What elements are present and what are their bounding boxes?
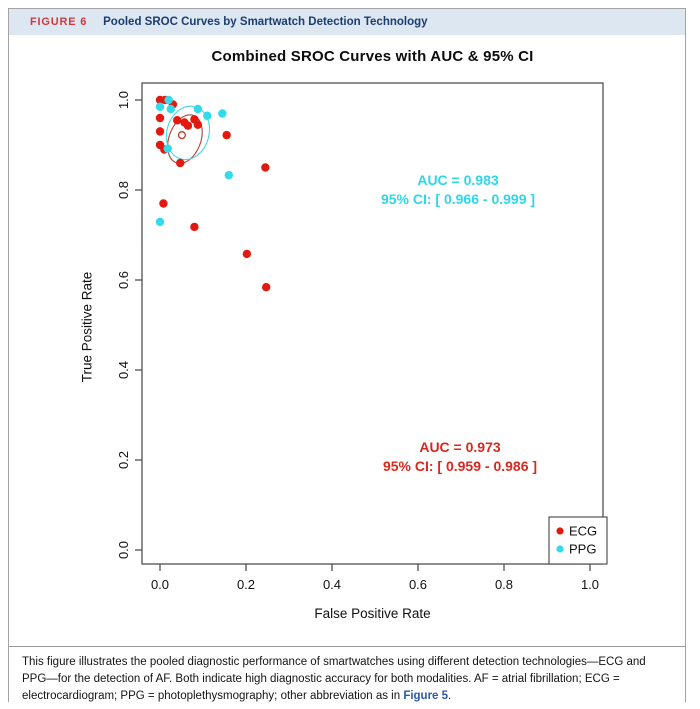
data-point-ecg: [261, 163, 270, 172]
y-tick-label: 0.6: [116, 271, 131, 289]
data-point-ecg: [155, 113, 165, 123]
data-point-ppg: [163, 144, 172, 153]
data-point-ecg: [190, 222, 199, 232]
caption-text: This figure illustrates the pooled diagn…: [22, 656, 646, 702]
x-tick-label: 0.6: [409, 577, 427, 592]
x-tick-label: 0.8: [495, 577, 513, 592]
auc-value-ecg: AUC = 0.973: [419, 439, 501, 455]
summary-point: [177, 131, 186, 140]
data-point-ecg: [183, 121, 193, 130]
y-tick-label: 0.2: [116, 451, 131, 469]
data-point-ppg: [155, 102, 165, 111]
auc-value-ppg: AUC = 0.983: [417, 172, 499, 188]
data-point-ppg: [155, 217, 165, 227]
data-point-ppg: [193, 104, 203, 114]
data-point-ppg: [218, 109, 227, 118]
plot-border: [141, 82, 604, 565]
x-tick-label: 0.2: [237, 577, 255, 592]
figure-number-label: FIGURE 6: [30, 16, 88, 28]
x-tick-label: 1.0: [581, 577, 599, 592]
auc-annotation-ppg: AUC = 0.983 95% CI: [ 0.966 - 0.999 ]: [381, 171, 535, 209]
data-point-ecg: [262, 283, 271, 292]
y-axis-label: True Positive Rate: [79, 271, 95, 383]
y-tick-label: 0.4: [116, 361, 131, 379]
auc-annotation-ecg: AUC = 0.973 95% CI: [ 0.959 - 0.986 ]: [383, 438, 537, 476]
data-point-ecg: [173, 116, 182, 125]
data-point-ppg: [164, 95, 173, 105]
data-point-ecg: [176, 158, 185, 168]
caption-figure-link[interactable]: Figure 5: [403, 690, 449, 702]
data-point-ppg: [203, 111, 212, 120]
legend-label-ppg: PPG: [569, 542, 596, 557]
caption-period: .: [448, 690, 452, 702]
plot-title: Combined SROC Curves with AUC & 95% CI: [211, 48, 534, 65]
data-point-ppg: [224, 170, 233, 180]
y-tick-label: 1.0: [116, 91, 131, 109]
figure-header-title: Pooled SROC Curves by Smartwatch Detecti…: [103, 16, 428, 28]
legend-marker-ecg: [556, 527, 564, 535]
x-axis-label: False Positive Rate: [314, 606, 431, 621]
data-point-ecg: [222, 130, 231, 140]
ci-value-ecg: 95% CI: [ 0.959 - 0.986 ]: [382, 458, 538, 474]
data-point-ecg: [242, 249, 252, 259]
data-point-ppg: [166, 104, 175, 114]
x-tick-label: 0.0: [151, 577, 169, 592]
data-point-ecg: [193, 120, 203, 129]
legend-marker-ppg: [556, 545, 564, 553]
legend-label-ecg: ECG: [569, 524, 597, 539]
data-point-ecg: [155, 127, 165, 136]
x-tick-label: 0.4: [323, 577, 341, 592]
figure-header: FIGURE 6 Pooled SROC Curves by Smartwatc…: [9, 9, 685, 35]
figure-caption: This figure illustrates the pooled diagn…: [9, 646, 685, 705]
y-tick-label: 0.0: [116, 541, 131, 559]
figure-frame: FIGURE 6 Pooled SROC Curves by Smartwatc…: [8, 8, 686, 702]
ci-value-ppg: 95% CI: [ 0.966 - 0.999 ]: [380, 191, 536, 207]
legend-box: [548, 516, 608, 565]
data-point-ecg: [159, 199, 168, 208]
y-tick-label: 0.8: [116, 181, 131, 199]
